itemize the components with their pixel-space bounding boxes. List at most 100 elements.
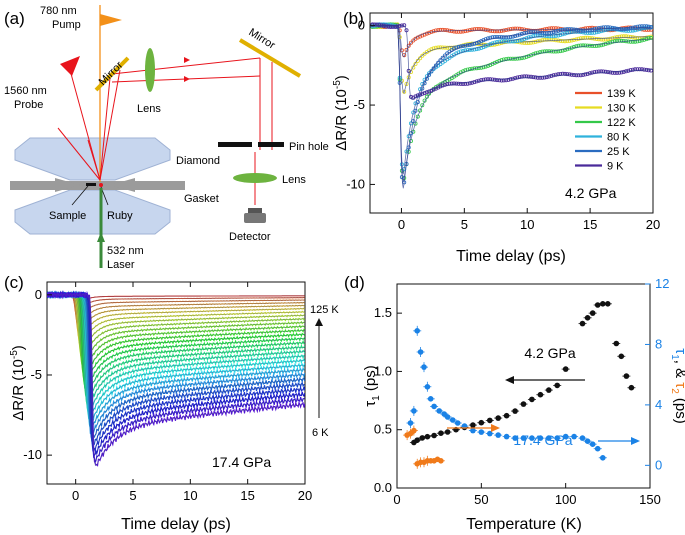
- data-point-122K: [610, 39, 615, 44]
- panel-d-ytick-right-label: 12: [655, 276, 669, 291]
- point-τ1-4.2-GPa: [503, 412, 510, 419]
- data-point-139K: [440, 27, 445, 32]
- point-τ1-4.2-GPa: [546, 387, 552, 393]
- data-point-9K: [563, 71, 568, 76]
- data-point-130K: [587, 36, 592, 41]
- panel-a-letter: (a): [4, 9, 25, 28]
- panel-b-xtick-label: 10: [520, 217, 534, 232]
- point-τ1-17.4-GPa: [449, 417, 456, 423]
- data-point-130K: [438, 45, 443, 50]
- panel-c-chart: (c) 0 5 10 15 20 0 -5 -10 17.4 GPa 125 K 6 K Ti…: [4, 273, 339, 533]
- data-point-130K: [569, 38, 574, 43]
- data-point-9K: [476, 78, 481, 83]
- panel-c-letter: (c): [4, 273, 24, 292]
- data-point-139K: [472, 27, 477, 32]
- data-point-80K: [519, 37, 524, 42]
- data-point-130K: [483, 42, 488, 47]
- data-point-122K: [639, 38, 644, 43]
- point-τ1-17.4-GPa: [444, 414, 451, 420]
- data-point-25K: [637, 24, 642, 29]
- point-τ1-4.2-GPa: [579, 320, 586, 327]
- data-point-139K: [490, 28, 495, 33]
- legend-label: 139 K: [607, 88, 636, 100]
- pump-wavelength: 780 nm: [40, 5, 77, 17]
- data-point-25K: [440, 55, 445, 60]
- panel-d-ytick-right-label: 0: [655, 457, 662, 472]
- point-τ1-4.2-GPa: [584, 315, 591, 321]
- panel-b-chart: (b) 0 5 10 15 20 0 -5 -10 4.2 GPa 139 K 130 K 122…: [332, 9, 660, 265]
- data-point-80K: [549, 34, 554, 39]
- data-point-122K: [504, 57, 509, 62]
- data-point-122K: [479, 65, 484, 70]
- data-point-122K: [542, 49, 547, 54]
- data-point-130K: [436, 45, 441, 50]
- data-point-9K: [377, 23, 382, 28]
- point-τ1-4.2-GPa: [594, 302, 601, 308]
- data-point-130K: [619, 34, 624, 39]
- panel-c-pressure: 17.4 GPa: [212, 454, 271, 470]
- panel-c-xtick-label: 0: [72, 488, 79, 503]
- data-point-25K: [608, 25, 613, 30]
- data-point-9K: [590, 70, 595, 75]
- data-point-25K: [569, 27, 574, 32]
- data-point-9K: [393, 24, 398, 29]
- panel-c-top-temp: 125 K: [310, 304, 339, 316]
- data-point-9K: [628, 68, 633, 73]
- ruby-chip: [99, 183, 103, 187]
- point-τ1-4.2-GPa: [431, 432, 437, 439]
- panel-d-xtick-label: 150: [639, 492, 661, 507]
- data-point-80K: [467, 47, 472, 52]
- data-point-139K: [451, 29, 456, 34]
- panel-d-ytick-left-label: 1.5: [374, 305, 392, 320]
- gasket-right-wedge: [110, 178, 135, 192]
- data-point-130K: [404, 82, 409, 87]
- point-τ1-17.4-GPa: [478, 429, 485, 435]
- data-point-9K: [574, 73, 579, 78]
- point-τ1-17.4-GPa: [537, 435, 544, 441]
- data-point-25K: [467, 42, 472, 47]
- data-point-139K: [510, 26, 515, 31]
- data-point-9K: [490, 77, 495, 82]
- panel-a-schematic: (a) 780 nm Pump 1560 nm Probe: [4, 5, 329, 271]
- point-τ1-17.4-GPa: [436, 408, 443, 414]
- data-point-9K: [488, 77, 493, 82]
- data-point-80K: [474, 47, 479, 52]
- point-τ1-4.2-GPa: [554, 382, 560, 389]
- gasket-left-wedge: [55, 178, 80, 192]
- data-point-122K: [506, 56, 511, 61]
- data-point-25K: [558, 28, 563, 33]
- data-point-139K: [583, 26, 588, 31]
- data-point-25K: [587, 28, 592, 33]
- legend-label: 122 K: [607, 117, 636, 129]
- data-point-9K: [581, 72, 586, 77]
- data-point-139K: [547, 26, 552, 31]
- panel-d-ytick-left-label: 0.5: [374, 422, 392, 437]
- diamond-lower: [14, 189, 171, 235]
- point-τ1-17.4-GPa: [520, 435, 527, 441]
- panel-d-letter: (d): [344, 273, 365, 292]
- point-τ1-17.4-GPa: [546, 435, 552, 441]
- point-τ1-17.4-GPa: [454, 420, 461, 426]
- ruby-label: Ruby: [107, 210, 133, 222]
- point-τ1-17.4-GPa: [503, 433, 510, 440]
- point-τ1-17.4-GPa: [427, 396, 434, 402]
- data-point-25K: [628, 26, 633, 31]
- data-point-139K: [544, 26, 549, 31]
- data-point-9K: [415, 93, 420, 98]
- data-point-139K: [470, 27, 475, 32]
- data-point-25K: [427, 72, 432, 77]
- panel-c-xtick-label: 5: [129, 488, 136, 503]
- data-point-130K: [429, 47, 434, 52]
- data-point-122K: [461, 69, 466, 74]
- data-point-9K: [565, 72, 570, 77]
- data-point-9K: [583, 72, 588, 77]
- data-point-9K: [515, 75, 520, 80]
- panel-b-pressure: 4.2 GPa: [565, 185, 617, 201]
- panel-b-xtick-label: 0: [398, 217, 405, 232]
- data-point-25K: [644, 24, 649, 29]
- data-point-139K: [649, 27, 653, 32]
- data-point-130K: [606, 37, 611, 42]
- panel-c-xtick-label: 20: [298, 488, 312, 503]
- panel-c-ylabel: ΔR/R (10-5): [9, 345, 27, 421]
- data-point-25K: [542, 31, 547, 36]
